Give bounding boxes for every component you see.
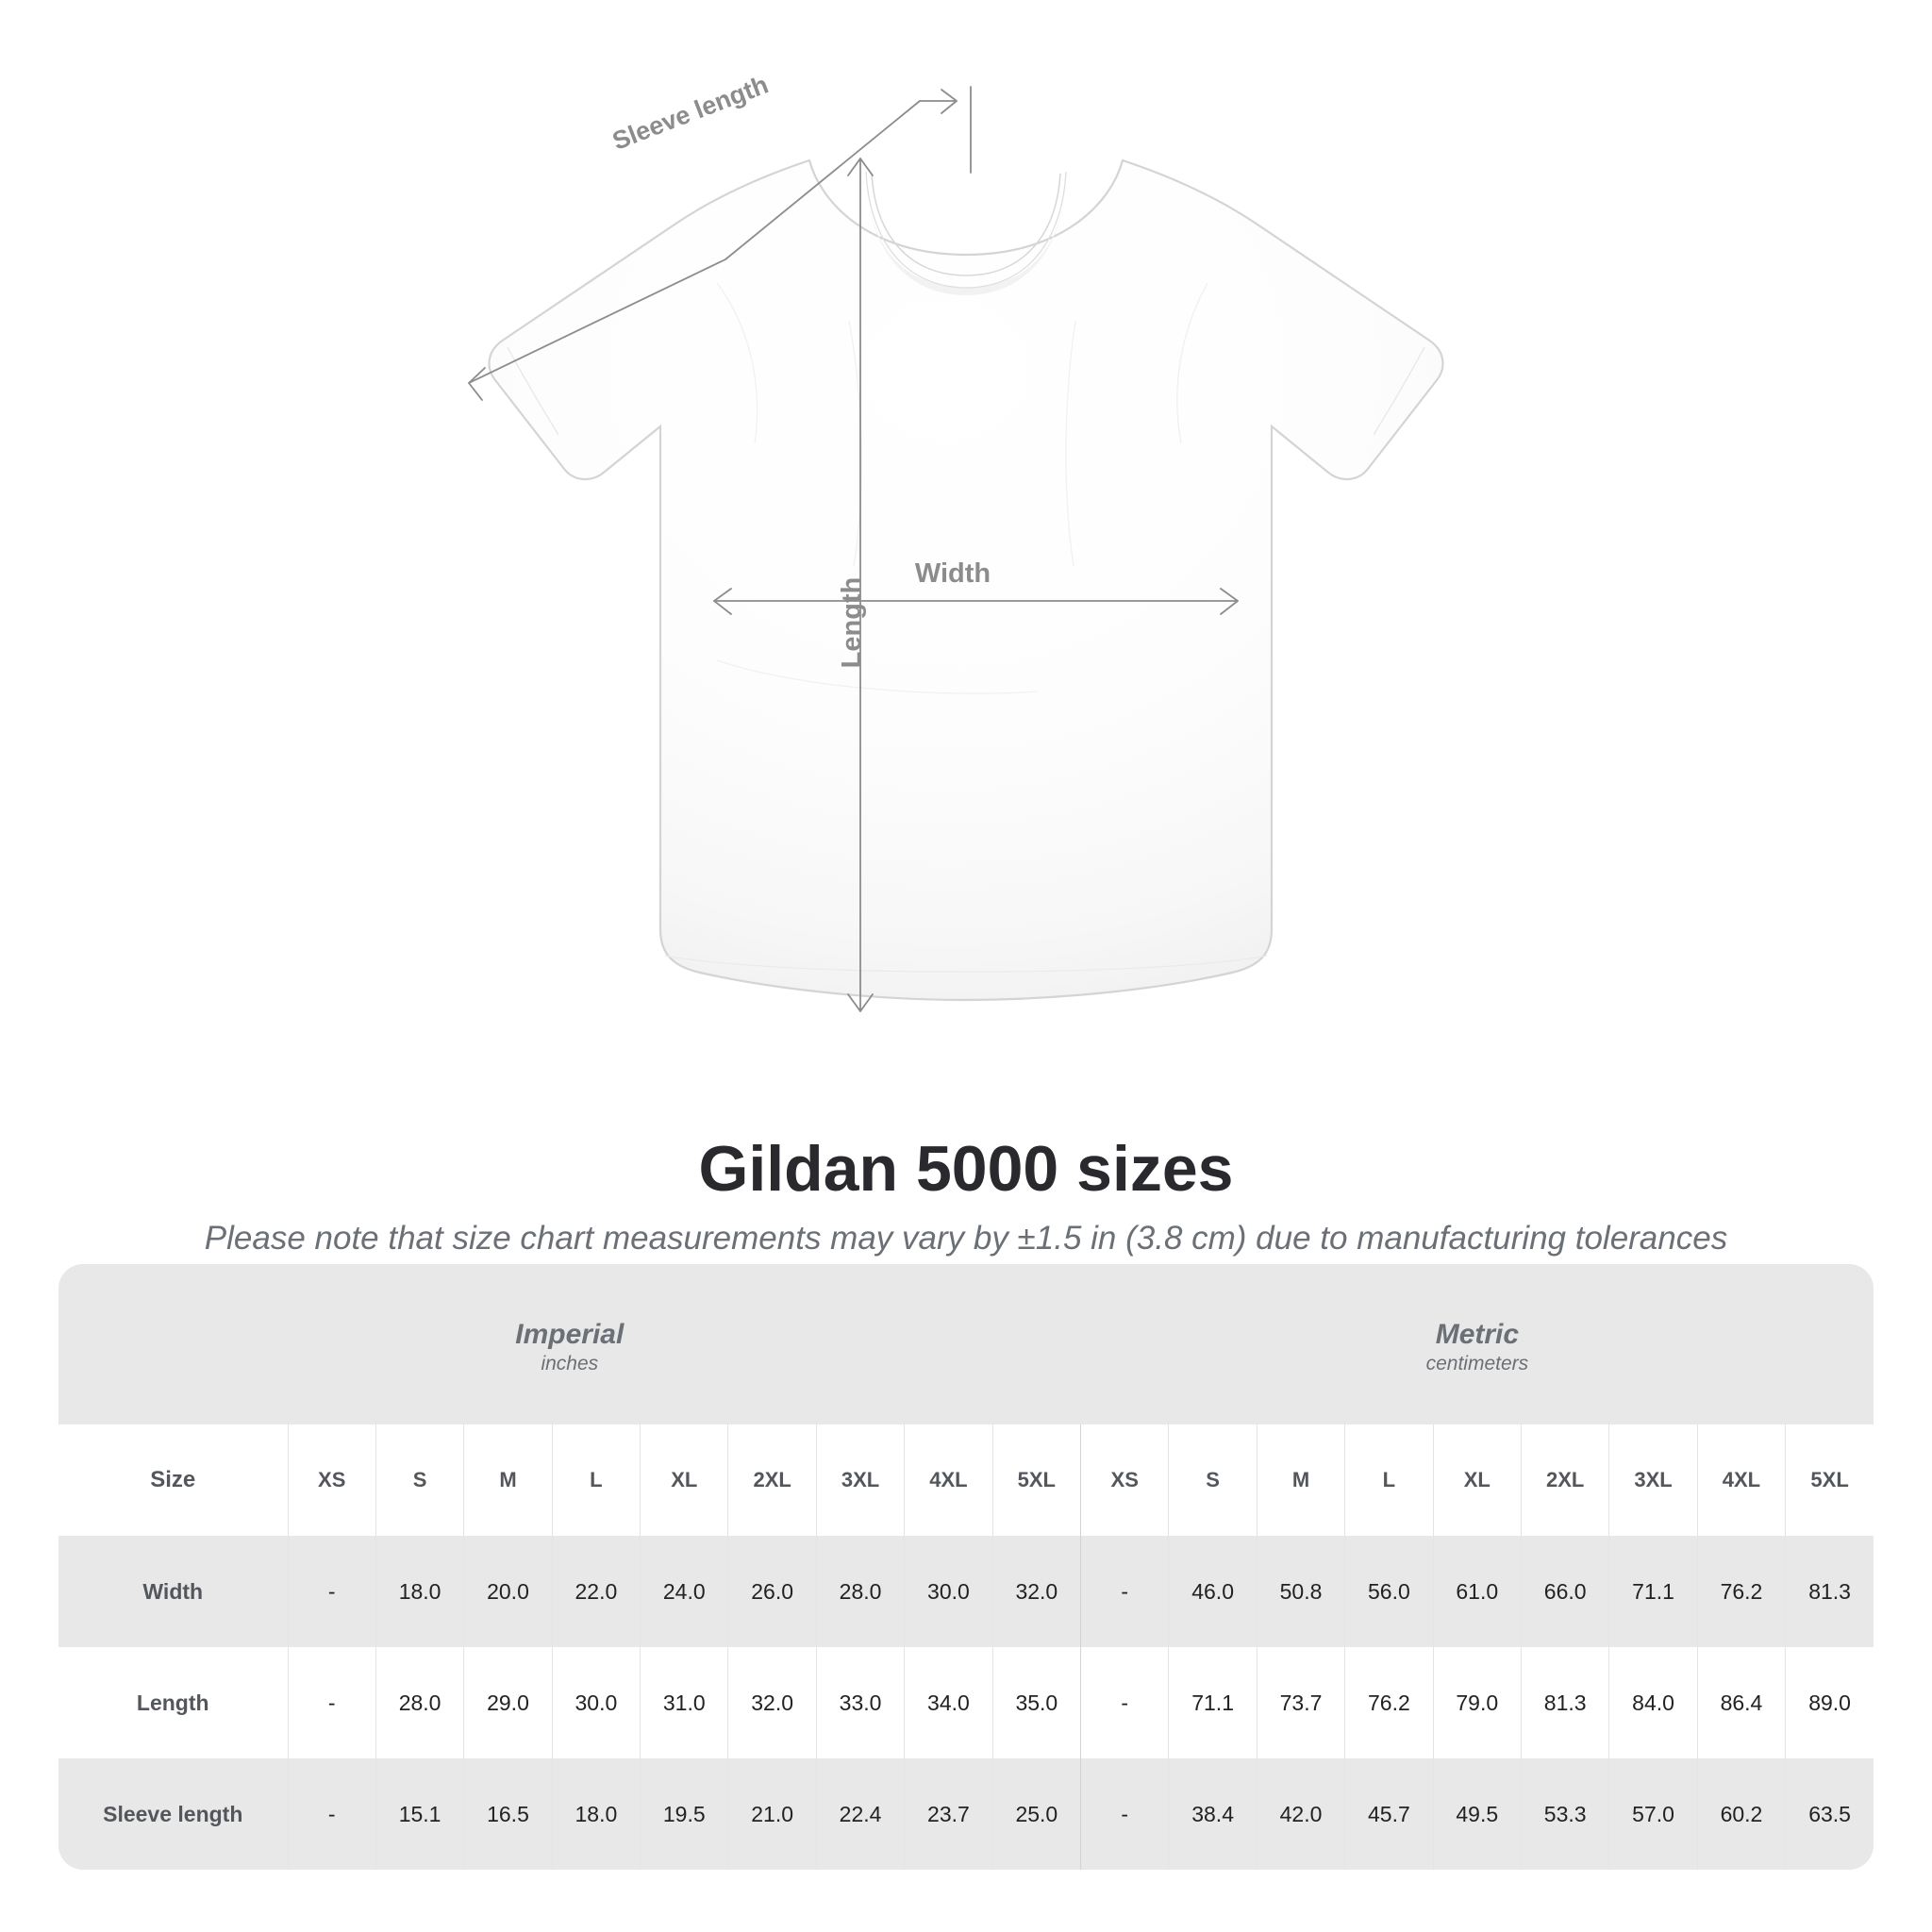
svg-text:Width: Width bbox=[915, 558, 991, 589]
svg-text:Length: Length bbox=[837, 577, 867, 669]
svg-text:Sleeve length: Sleeve length bbox=[608, 70, 772, 155]
